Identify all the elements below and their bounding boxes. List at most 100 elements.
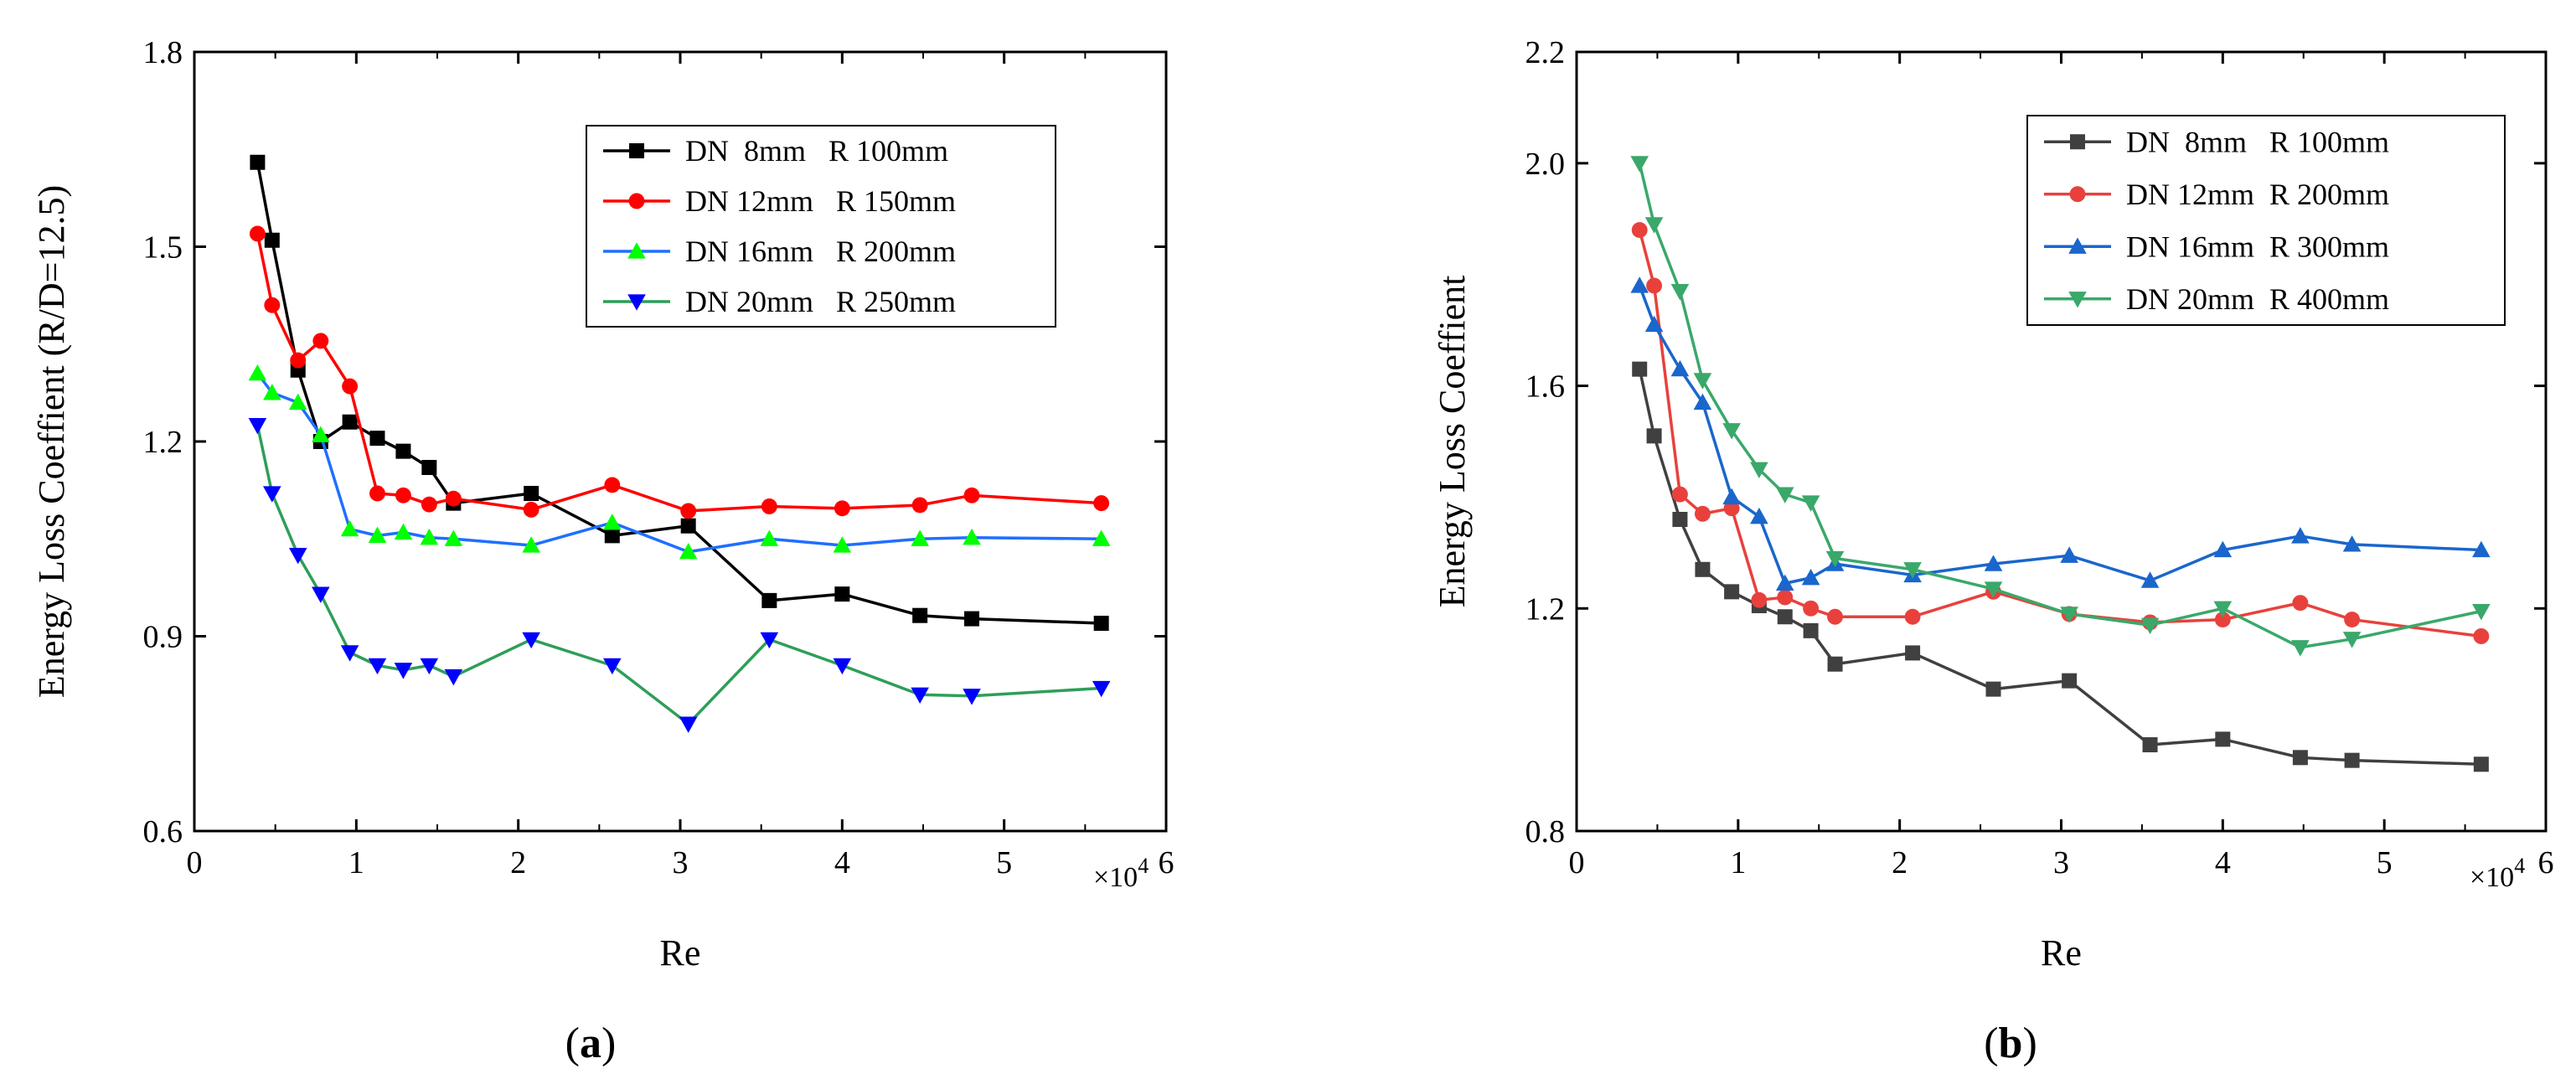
data-point (1903, 562, 1922, 579)
data-point (2292, 750, 2308, 766)
data-point (912, 607, 928, 623)
data-point (2292, 595, 2309, 612)
legend-marker (629, 143, 644, 158)
data-point (1646, 428, 1662, 444)
data-point (1984, 581, 2003, 598)
data-point (1825, 550, 1845, 568)
data-point (250, 154, 266, 170)
data-point (1630, 276, 1649, 293)
data-point (263, 486, 281, 503)
data-point (1670, 359, 1690, 377)
data-point (2473, 628, 2490, 644)
data-point (1803, 622, 1819, 638)
data-point (522, 536, 540, 553)
data-point (2344, 612, 2361, 628)
series-2 (248, 364, 1111, 560)
y-tick-label: 0.6 (143, 814, 183, 849)
data-point (312, 333, 329, 349)
data-point (1724, 584, 1740, 600)
data-point (1632, 361, 1648, 377)
data-point (444, 529, 463, 546)
data-point (2213, 540, 2233, 558)
legend-label: DN 8mm R 100mm (685, 134, 948, 168)
data-point (2472, 603, 2491, 621)
y-tick-label: 0.8 (1525, 814, 1566, 849)
series-line (1638, 285, 2481, 586)
legend-marker (627, 242, 646, 259)
x-multiplier: ×104 (1093, 854, 1149, 893)
data-point (2214, 612, 2231, 628)
data-point (1722, 488, 1741, 505)
data-point (760, 529, 779, 546)
data-point (2060, 546, 2078, 563)
data-point (342, 414, 358, 430)
panel-caption: (b) (1984, 1020, 2037, 1067)
data-point (369, 485, 385, 502)
data-point (1644, 217, 1664, 234)
data-point (761, 592, 777, 608)
data-point (680, 503, 697, 519)
y-tick-label: 1.2 (1525, 591, 1566, 627)
data-point (421, 460, 437, 475)
legend-marker (627, 294, 646, 311)
data-point (604, 477, 621, 493)
x-tick-label: 1 (1730, 845, 1746, 880)
y-tick-label: 1.2 (143, 425, 183, 460)
caption-letter: b (1999, 1020, 2023, 1067)
legend-marker (2069, 186, 2086, 203)
x-tick-label: 4 (2215, 845, 2231, 880)
data-point (834, 500, 850, 517)
data-point (603, 658, 622, 675)
x-tick-label: 6 (2538, 845, 2554, 880)
data-point (2062, 673, 2078, 689)
data-point (679, 542, 698, 560)
data-point (368, 526, 387, 544)
data-point (834, 586, 850, 602)
data-point (2344, 752, 2360, 768)
x-tick-label: 2 (1892, 845, 1907, 880)
data-point (2472, 540, 2491, 558)
series-line (256, 372, 1102, 554)
x-tick-label: 2 (510, 845, 526, 880)
data-point (369, 431, 385, 447)
data-point (1985, 681, 2001, 697)
y-tick-label: 0.9 (143, 620, 183, 655)
data-point (1984, 555, 2003, 571)
data-point (833, 658, 852, 675)
data-point (264, 297, 281, 313)
data-point (444, 669, 463, 686)
data-point (342, 378, 359, 395)
data-point (963, 689, 981, 705)
data-point (340, 645, 359, 662)
legend-label: DN 20mm R 400mm (2126, 282, 2389, 316)
x-tick-label: 5 (2377, 845, 2393, 880)
legend-label: DN 16mm R 300mm (2126, 230, 2389, 263)
data-point (680, 518, 696, 534)
legend-box (586, 125, 1056, 328)
data-point (420, 528, 439, 545)
data-point (2342, 535, 2362, 552)
legend-label: DN 8mm R 100mm (2126, 125, 2389, 158)
x-multiplier-exp: 4 (2514, 854, 2525, 878)
data-point (911, 497, 928, 514)
data-point (2215, 731, 2231, 747)
data-point (963, 528, 981, 545)
data-point (1750, 507, 1768, 524)
legend-marker (628, 193, 645, 209)
x-tick-label: 1 (348, 845, 364, 880)
y-axis-title: Energy Loss Coeffient (1432, 276, 1473, 608)
x-tick-label: 3 (673, 845, 689, 880)
data-point (1777, 589, 1794, 606)
data-point (1093, 495, 1110, 512)
data-point (1722, 423, 1741, 440)
data-point (290, 352, 307, 369)
data-point (1093, 616, 1109, 631)
caption-close: ) (601, 1020, 616, 1067)
data-point (1750, 462, 1768, 479)
data-point (1671, 486, 1688, 503)
series-line (256, 425, 1102, 725)
data-point (1631, 222, 1648, 239)
x-multiplier-exp: 4 (1138, 854, 1149, 878)
data-point (368, 658, 387, 675)
